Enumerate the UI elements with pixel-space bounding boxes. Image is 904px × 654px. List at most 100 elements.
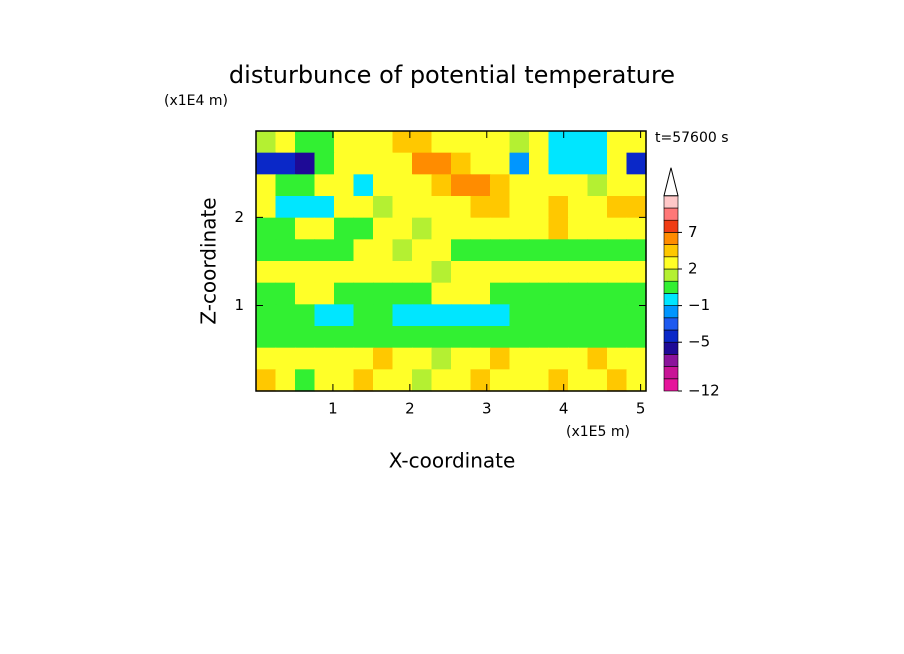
contour-cell — [548, 369, 569, 392]
contour-cell — [490, 282, 511, 305]
contour-cell — [509, 239, 530, 262]
contour-cell — [412, 282, 433, 305]
contour-cell — [626, 196, 647, 219]
contour-cell — [490, 131, 511, 154]
contour-cell — [607, 196, 628, 219]
contour-cell — [548, 196, 569, 219]
contour-cell — [626, 174, 647, 197]
contour-cell — [509, 304, 530, 327]
y-tick-label: 1 — [234, 296, 244, 314]
contour-cell — [373, 282, 394, 305]
contour-cell — [275, 282, 296, 305]
colorbar-box — [663, 256, 679, 270]
contour-cell — [490, 347, 511, 370]
contour-cell — [412, 196, 433, 219]
y-axis-label: Z-coordinate — [197, 197, 221, 324]
contour-cell — [256, 326, 277, 349]
contour-cell — [490, 152, 511, 175]
contour-cell — [626, 152, 647, 175]
contour-cell — [412, 152, 433, 175]
contour-cell — [334, 152, 355, 175]
x-tick-label: 5 — [636, 400, 646, 418]
contour-cell — [587, 282, 608, 305]
colorbar-box — [663, 195, 679, 209]
contour-cell — [607, 239, 628, 262]
contour-cell — [607, 347, 628, 370]
contour-cell — [295, 261, 316, 284]
contour-cell — [607, 326, 628, 349]
contour-cell — [431, 282, 452, 305]
contour-cell — [256, 304, 277, 327]
contour-cell — [256, 282, 277, 305]
contour-cell — [353, 347, 374, 370]
contour-cell — [392, 326, 413, 349]
contour-cell — [451, 261, 472, 284]
contour-cell — [509, 174, 530, 197]
contour-cell — [470, 131, 491, 154]
x-axis-label: X-coordinate — [389, 449, 516, 473]
contour-cell — [431, 347, 452, 370]
contour-cell — [353, 261, 374, 284]
contour-cell — [607, 261, 628, 284]
contour-cell — [431, 174, 452, 197]
contour-cell — [431, 152, 452, 175]
colorbar-box — [663, 329, 679, 343]
contour-cell — [548, 282, 569, 305]
x-tick-label: 1 — [328, 400, 338, 418]
contour-cell — [470, 369, 491, 392]
contour-cell — [373, 131, 394, 154]
contour-cell — [314, 326, 335, 349]
contour-cell — [509, 196, 530, 219]
contour-cell — [529, 304, 550, 327]
contour-cell — [353, 131, 374, 154]
contour-cell — [353, 326, 374, 349]
contour-cell — [353, 196, 374, 219]
contour-cell — [568, 347, 589, 370]
colorbar-tick-label: 7 — [688, 223, 698, 241]
contour-cell — [275, 131, 296, 154]
contour-cell — [470, 326, 491, 349]
contour-cell — [490, 369, 511, 392]
colorbar-box — [663, 293, 679, 306]
contour-cell — [314, 174, 335, 197]
contour-cell — [431, 217, 452, 240]
contour-cell — [568, 261, 589, 284]
contour-cell — [548, 261, 569, 284]
x-tick-label: 4 — [559, 400, 569, 418]
contour-cell — [587, 347, 608, 370]
contour-cell — [626, 282, 647, 305]
contour-cell — [353, 369, 374, 392]
contour-cell — [490, 217, 511, 240]
contour-cell — [451, 152, 472, 175]
contour-cell — [373, 369, 394, 392]
contour-cell — [412, 326, 433, 349]
contour-cell — [626, 261, 647, 284]
colorbar-box — [663, 366, 679, 380]
colorbar-box — [663, 232, 679, 245]
contour-cell — [353, 239, 374, 262]
contour-cell — [275, 239, 296, 262]
contour-cell — [275, 369, 296, 392]
contour-cell — [334, 304, 355, 327]
contour-cell — [392, 152, 413, 175]
contour-cell — [314, 131, 335, 154]
contour-cell — [295, 326, 316, 349]
contour-cell — [529, 196, 550, 219]
contour-cell — [509, 261, 530, 284]
contour-cell — [256, 261, 277, 284]
contour-cell — [568, 282, 589, 305]
contour-cell — [587, 261, 608, 284]
contour-cell — [529, 174, 550, 197]
contour-cell — [529, 261, 550, 284]
contour-cell — [587, 326, 608, 349]
contour-cell — [587, 217, 608, 240]
contour-cell — [314, 239, 335, 262]
contour-cell — [451, 174, 472, 197]
contour-cell — [587, 152, 608, 175]
contour-cell — [275, 304, 296, 327]
contour-cell — [431, 261, 452, 284]
colorbar-tick-label: 2 — [688, 260, 698, 278]
contour-cell — [431, 304, 452, 327]
contour-cell — [509, 282, 530, 305]
contour-cell — [529, 282, 550, 305]
